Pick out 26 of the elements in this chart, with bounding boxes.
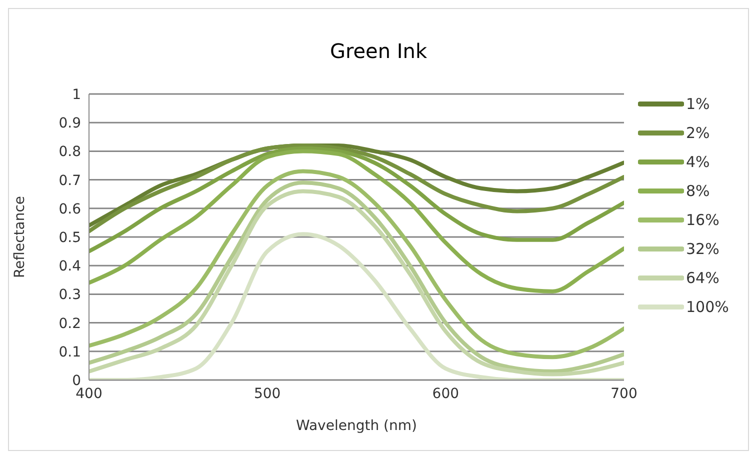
y-tick-label: 0.1 <box>58 344 81 360</box>
y-axis-title: Reflectance <box>12 196 28 278</box>
chart-title: Green Ink <box>328 39 428 63</box>
x-tick-label: 600 <box>432 386 460 402</box>
legend-label: 8% <box>686 182 710 200</box>
y-tick-label: 1 <box>72 86 81 103</box>
y-tick-label: 0.7 <box>58 172 81 189</box>
legend-label: 4% <box>686 152 710 170</box>
legend-label: 100% <box>686 298 729 316</box>
y-tick-label: 0.9 <box>58 116 81 132</box>
x-tick-label: 700 <box>610 386 638 402</box>
y-tick-label: 0.8 <box>58 144 81 160</box>
line-series <box>89 146 624 254</box>
y-tick-label: 0.4 <box>58 258 82 275</box>
y-tick-label: 0.5 <box>58 230 81 246</box>
line-series <box>89 149 624 294</box>
legend-label: 32% <box>686 240 720 258</box>
y-tick-label: 0.3 <box>58 287 81 304</box>
y-tick-label: 0.2 <box>58 316 81 332</box>
legend-label: 1% <box>686 94 710 112</box>
x-tick-label: 500 <box>254 386 281 402</box>
legend-label: 16% <box>686 210 720 228</box>
x-axis-title: Wavelength (nm) <box>296 418 417 434</box>
y-tick-label: 0.6 <box>58 201 82 218</box>
legend-label: 2% <box>686 124 710 142</box>
legend-label: 64% <box>686 268 720 286</box>
